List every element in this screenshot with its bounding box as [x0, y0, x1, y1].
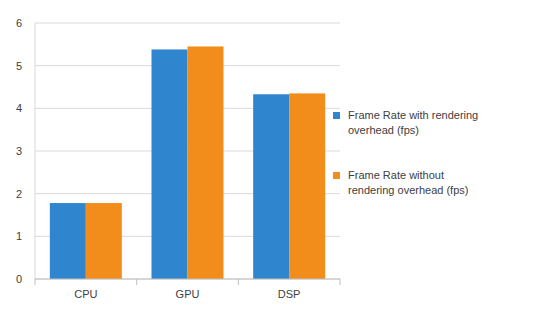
y-axis-line [35, 23, 36, 279]
legend-line: Frame Rate with rendering [348, 109, 478, 121]
bar [50, 203, 86, 279]
y-tick-label: 1 [16, 230, 22, 242]
x-tick [35, 279, 36, 285]
y-tick-label: 2 [16, 188, 22, 200]
bar [253, 94, 289, 279]
legend-swatch [333, 172, 340, 179]
y-tick-label: 6 [16, 17, 22, 29]
grid-line [35, 279, 340, 280]
bars [50, 46, 325, 279]
x-tick [136, 279, 137, 285]
legend-line: Frame Rate without [348, 169, 444, 181]
y-tick-label: 4 [16, 102, 22, 114]
x-tick [340, 279, 341, 285]
legend-swatch [333, 112, 340, 119]
bar [152, 49, 188, 279]
x-tick-label: GPU [176, 288, 200, 300]
x-tick-label: CPU [74, 288, 97, 300]
legend-line: rendering overhead (fps) [348, 184, 468, 196]
legend-label: Frame Rate with rendering overhead (fps) [348, 109, 478, 136]
x-axis-line [35, 279, 340, 280]
y-tick-label: 0 [16, 273, 22, 285]
y-tick-label: 3 [16, 145, 22, 157]
bar [289, 93, 325, 279]
chart-svg: 0 1 2 3 4 5 6 CPU GPU DSP Frame Rate with renderin… [0, 0, 555, 311]
x-tick-label: DSP [278, 288, 301, 300]
chart-container: 0 1 2 3 4 5 6 CPU GPU DSP Frame Rate with renderin… [0, 0, 555, 311]
bar [86, 203, 122, 279]
legend-line: overhead (fps) [348, 124, 419, 136]
legend-label: Frame Rate without rendering overhead (fp… [348, 169, 468, 196]
x-tick [238, 279, 239, 285]
y-tick-label: 5 [16, 60, 22, 72]
bar [188, 46, 224, 279]
grid-line [35, 23, 340, 24]
